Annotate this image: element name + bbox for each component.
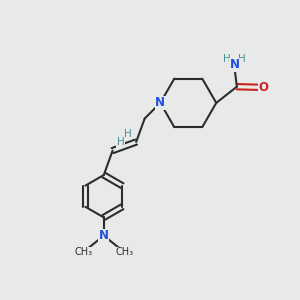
Text: H: H [238,54,246,64]
Text: N: N [99,229,109,242]
Text: H: H [223,54,231,64]
Text: CH₃: CH₃ [115,247,134,257]
Text: H: H [124,129,132,139]
Text: H: H [117,137,125,147]
Text: CH₃: CH₃ [74,247,92,257]
Text: O: O [258,81,268,94]
Text: N: N [155,96,165,110]
Text: N: N [230,58,239,71]
